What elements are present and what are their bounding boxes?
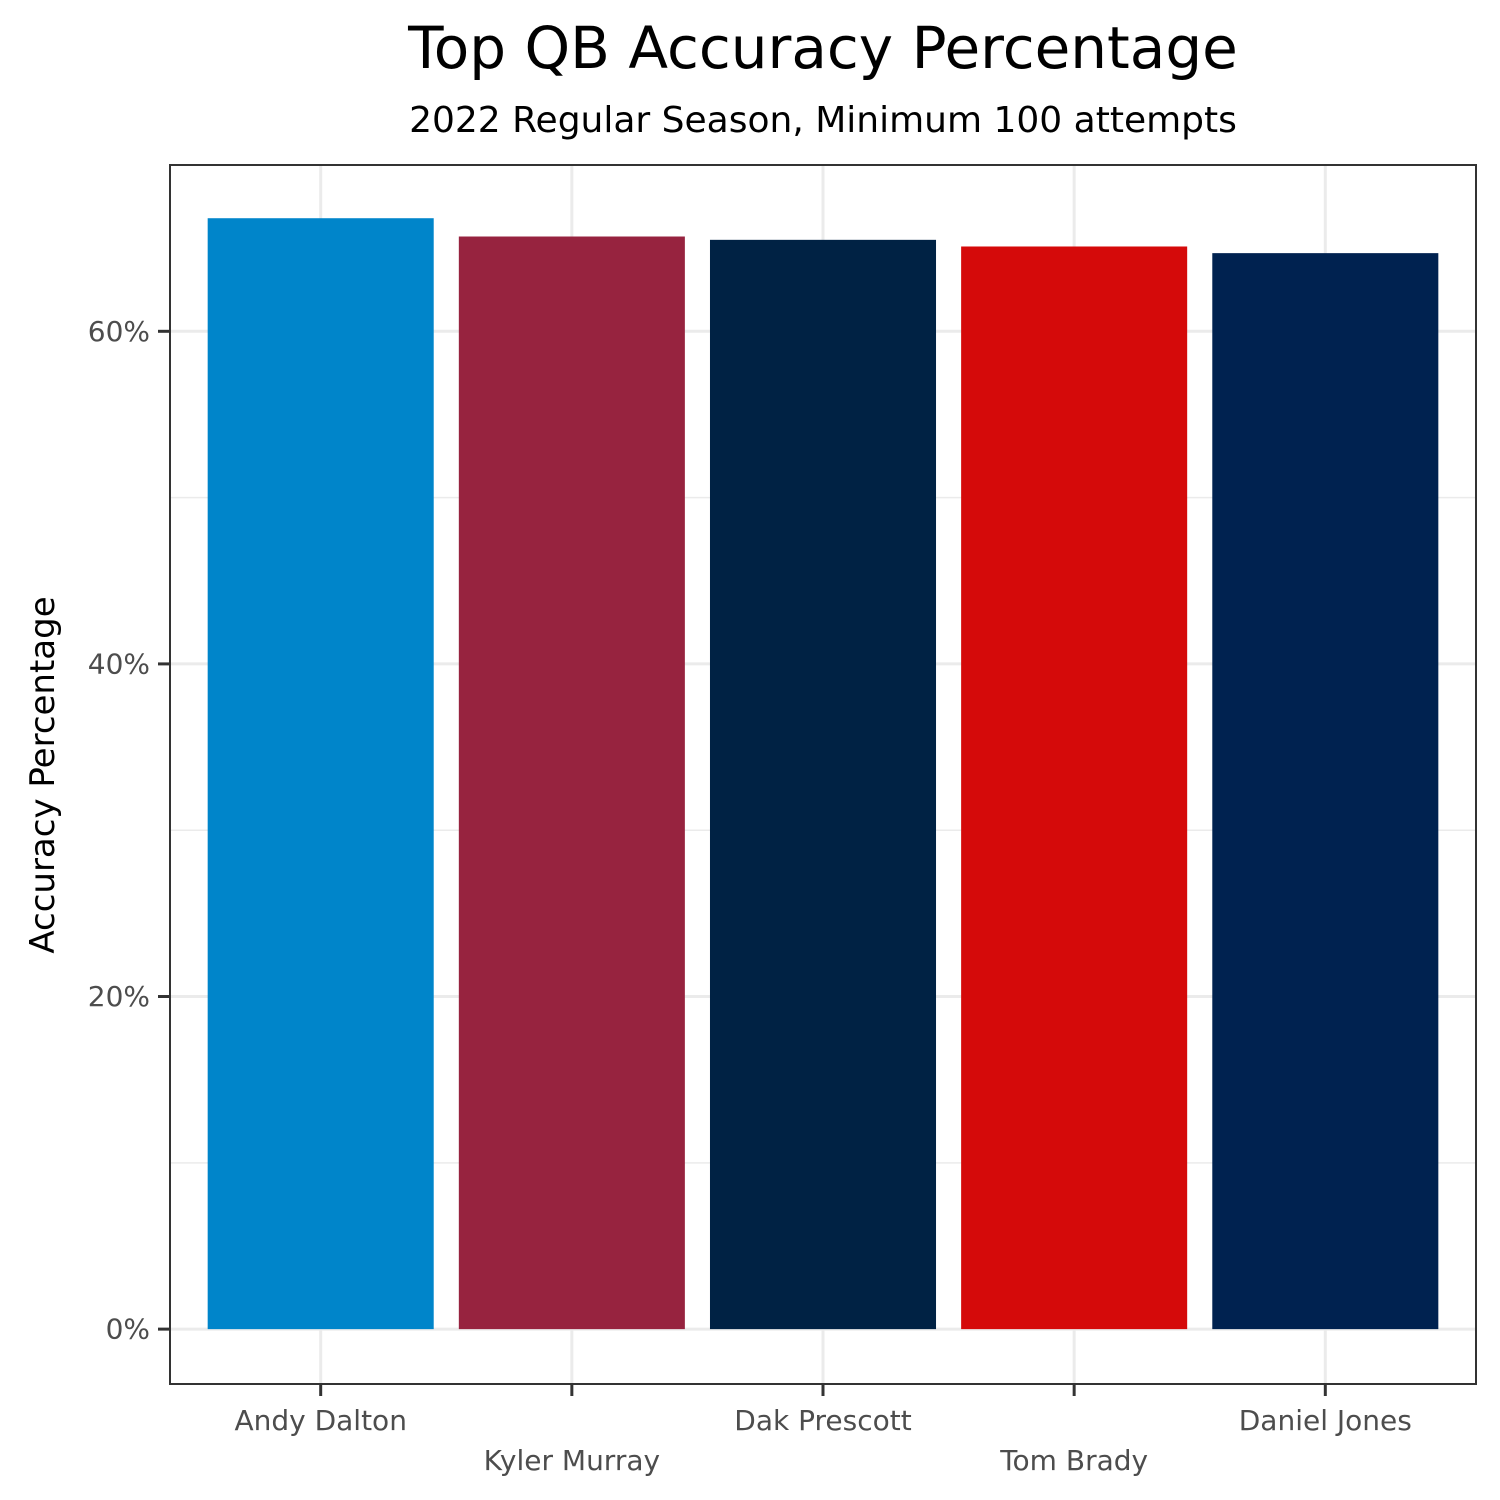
y-tick-label: 60% — [88, 315, 150, 348]
y-tick-label: 40% — [88, 647, 150, 680]
bar — [207, 218, 434, 1330]
chart-subtitle: 2022 Regular Season, Minimum 100 attempt… — [409, 100, 1237, 141]
y-axis: 0% 20% 40% 60% — [88, 315, 170, 1346]
y-axis-title: Accuracy Percentage — [23, 596, 63, 953]
x-tick-label: Daniel Jones — [1239, 1404, 1412, 1437]
bar — [709, 239, 937, 1330]
x-tick-label: Dak Prescott — [734, 1404, 911, 1437]
y-tick-label: 0% — [106, 1313, 150, 1346]
bars — [207, 218, 1439, 1330]
x-tick-label: Kyler Murray — [484, 1444, 660, 1477]
bar — [458, 236, 685, 1330]
bar — [961, 246, 1188, 1330]
x-tick-label: Tom Brady — [999, 1444, 1148, 1477]
bar — [1212, 253, 1439, 1330]
x-axis: Andy Dalton Kyler Murray Dak Prescott Tom B… — [234, 1384, 1412, 1477]
y-tick-label: 20% — [88, 980, 150, 1013]
x-tick-label: Andy Dalton — [234, 1404, 407, 1437]
chart-title: Top QB Accuracy Percentage — [408, 14, 1238, 82]
